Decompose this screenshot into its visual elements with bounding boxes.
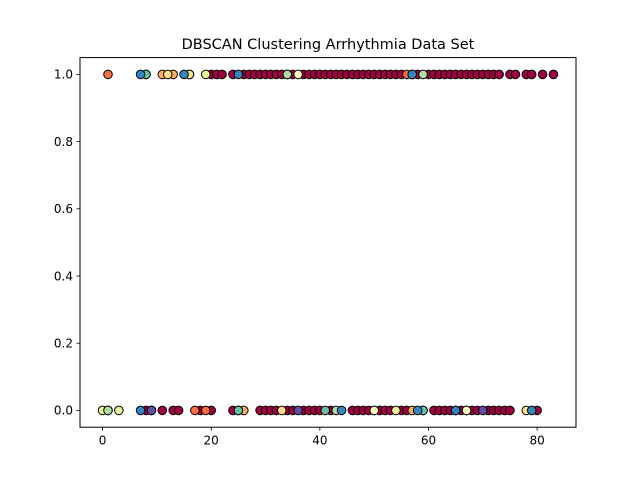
data-point-noise-55 [537, 69, 548, 80]
data-point-light_green-0 [200, 69, 211, 80]
scatter-points [97, 69, 559, 416]
y-tick-label: 0.0 [54, 404, 73, 418]
y-tick-label: 0.6 [54, 202, 73, 216]
x-tick-label: 40 [312, 434, 327, 448]
data-point-blue-1 [179, 69, 189, 80]
y-tick-label: 0.2 [54, 337, 73, 351]
data-point-pale_yellow-1 [162, 69, 173, 80]
data-point-noise-56 [548, 69, 559, 80]
y-tick-label: 1.0 [54, 68, 73, 82]
data-point-blue-0 [135, 69, 146, 80]
x-tick-label: 60 [421, 434, 436, 448]
data-point-noise-52 [510, 69, 521, 80]
plot-frame [79, 57, 577, 428]
x-tick-label: 80 [530, 434, 545, 448]
data-point-light_green-2 [114, 405, 124, 416]
data-point-blue-7 [526, 405, 537, 416]
data-point-pale_yellow-2 [277, 405, 287, 416]
data-point-purple-1 [293, 405, 303, 416]
data-point-green-0 [282, 69, 293, 80]
data-point-green-2 [103, 405, 113, 416]
data-point-light_yellow-2 [369, 405, 379, 416]
data-point-light_yellow-0 [293, 69, 303, 80]
data-point-blue-6 [412, 405, 423, 416]
data-point-teal-3 [233, 405, 244, 416]
data-point-light_green-3 [391, 405, 401, 416]
y-tick-label: 0.4 [54, 269, 73, 283]
x-tick-label: 0 [99, 434, 107, 448]
data-point-green-1 [418, 69, 428, 80]
data-point-orange-2 [190, 405, 200, 416]
data-point-noise-50 [494, 69, 504, 80]
data-point-blue-3 [407, 69, 418, 80]
data-point-blue-5 [336, 405, 347, 416]
data-point-light_yellow-1 [461, 405, 472, 416]
chart-title: DBSCAN Clustering Arrhythmia Data Set [182, 37, 475, 53]
data-point-noise-54 [526, 69, 537, 80]
data-point-purple-0 [146, 405, 157, 416]
data-point-noise-62 [173, 405, 184, 416]
data-point-purple-2 [478, 405, 488, 416]
data-point-teal-2 [320, 405, 331, 416]
data-point-orange-0 [103, 69, 113, 80]
x-axis: 0 20 40 60 80 [99, 427, 545, 448]
y-axis: 0.0 0.2 0.4 0.6 0.8 1.0 [54, 68, 80, 418]
x-tick-label: 20 [204, 434, 219, 448]
data-point-noise-4 [217, 69, 227, 80]
y-tick-label: 0.8 [54, 135, 73, 149]
data-point-orange-3 [200, 405, 211, 416]
data-point-blue-8 [450, 405, 461, 416]
data-point-blue-2 [233, 69, 244, 80]
data-point-blue-4 [135, 405, 146, 416]
data-point-noise-100 [505, 405, 515, 416]
data-point-noise-60 [157, 405, 168, 416]
